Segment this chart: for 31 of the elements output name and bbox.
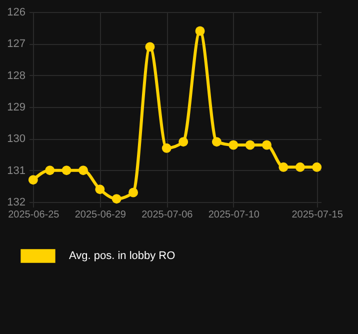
x-tick-label: 2025-07-10 <box>208 210 260 220</box>
point <box>128 188 138 198</box>
y-tick-label: 126 <box>7 6 26 18</box>
y-tick-label: 132 <box>7 196 26 208</box>
y-tick-label: 128 <box>7 70 26 82</box>
point <box>312 162 322 172</box>
y-tick-label: 131 <box>7 164 26 177</box>
legend-label: Avg. pos. in lobby RO <box>69 250 176 262</box>
point <box>112 194 122 204</box>
point <box>95 184 105 194</box>
point <box>228 140 238 150</box>
y-tick-label: 130 <box>7 133 26 146</box>
point <box>62 166 72 176</box>
point <box>45 166 55 176</box>
x-tick-label: 2025-07-15 <box>292 210 344 220</box>
y-tick-label: 127 <box>7 38 26 50</box>
point <box>178 137 188 147</box>
point <box>28 175 38 185</box>
point <box>212 137 222 147</box>
point <box>78 166 88 176</box>
point <box>278 162 288 172</box>
x-tick-label: 2025-06-25 <box>8 210 60 220</box>
x-tick-label: 2025-06-29 <box>74 210 126 220</box>
point <box>195 26 205 36</box>
point <box>145 42 155 52</box>
point <box>295 162 305 172</box>
x-tick-label: 2025-07-06 <box>142 210 194 220</box>
point <box>262 140 272 150</box>
y-tick-label: 129 <box>7 102 26 114</box>
point <box>245 140 255 150</box>
point <box>162 143 172 153</box>
